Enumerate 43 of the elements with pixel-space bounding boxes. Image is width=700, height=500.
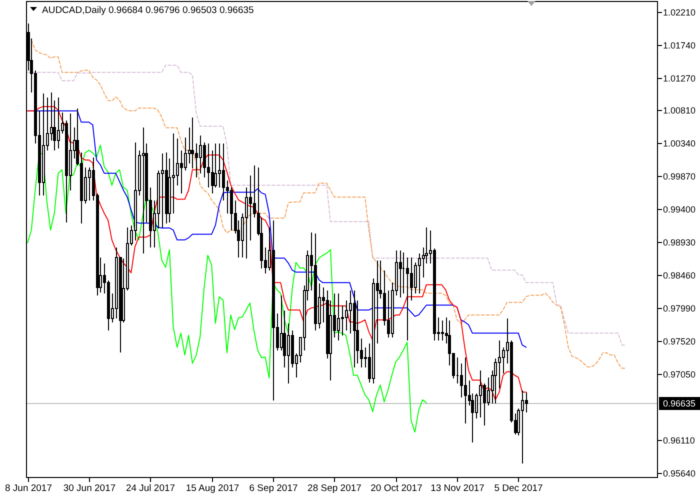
y-tick-label: 0.98460: [663, 270, 696, 280]
y-tick-label: 1.01740: [663, 40, 696, 50]
x-tick-label: 30 Jun 2017: [63, 483, 116, 494]
y-tick-label: 1.02210: [663, 8, 696, 18]
candlestick: [337, 293, 340, 341]
y-tick-label: 0.97520: [663, 336, 696, 346]
line-series: [27, 106, 527, 400]
x-tick-label: 13 Nov 2017: [430, 483, 484, 494]
x-tick-label: 28 Sep 2017: [308, 483, 362, 494]
candlestick: [441, 320, 444, 341]
x-tick-label: 6 Sep 2017: [249, 483, 298, 494]
candlestick: [314, 233, 317, 331]
candlestick: [464, 357, 467, 424]
y-tick-label: 0.99870: [663, 172, 696, 182]
line-series: [27, 144, 427, 433]
y-tick-label: 1.00340: [663, 138, 696, 148]
x-tick-label: 20 Oct 2017: [370, 483, 422, 494]
y-tick-label: 0.97990: [663, 304, 696, 314]
y-tick-label: 1.01270: [663, 74, 696, 84]
x-tick-label: 5 Dec 2017: [494, 483, 543, 494]
y-tick-label: 0.98930: [663, 238, 696, 248]
y-tick-label: 1.00810: [663, 106, 696, 116]
candlestick: [399, 250, 402, 298]
x-tick-label: 15 Aug 2017: [186, 483, 240, 494]
x-tick-label: 8 Jun 2017: [4, 483, 52, 494]
candlestick: [142, 127, 145, 254]
candlestick: [199, 135, 202, 174]
chart-title: AUDCAD,Daily 0.96684 0.96796 0.96503 0.96635: [42, 5, 254, 16]
x-tick-label: 24 Jul 2017: [126, 483, 176, 494]
y-tick-label: 0.96110: [663, 436, 695, 446]
candlestick: [161, 153, 164, 228]
ref-line-label: 0.96635: [663, 398, 696, 408]
candlestick: [165, 152, 168, 224]
candlestick: [57, 97, 60, 149]
y-tick-label: 0.99400: [663, 204, 696, 214]
y-tick-label: 0.95640: [663, 468, 696, 478]
candlestick: [272, 220, 275, 401]
y-tick-label: 0.97050: [663, 370, 696, 380]
candlestick: [42, 93, 45, 196]
candlestick: [353, 290, 356, 368]
line-series: [27, 36, 626, 369]
line-series: [27, 64, 626, 346]
candlestick: [521, 390, 524, 464]
